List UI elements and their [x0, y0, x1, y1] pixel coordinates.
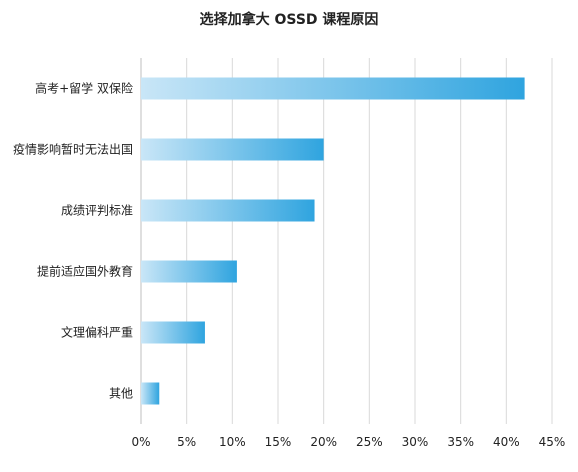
category-label: 成绩评判标准 — [61, 204, 133, 218]
bar — [141, 138, 324, 161]
x-tick-label: 40% — [493, 435, 520, 449]
x-tick-label: 20% — [310, 435, 337, 449]
category-label: 提前适应国外教育 — [37, 264, 133, 279]
grid-lines — [140, 58, 553, 424]
bar — [141, 199, 315, 222]
bars — [141, 77, 525, 405]
x-tick-label: 10% — [219, 435, 246, 449]
category-label: 高考+留学 双保险 — [35, 81, 133, 96]
chart-title: 选择加拿大 OSSD 课程原因 — [200, 11, 379, 28]
x-tick-labels: 0% 5% 10% 15% 20% 25% 30% 35% 40% 45% — [131, 435, 565, 449]
x-tick-label: 35% — [447, 435, 474, 449]
x-tick-label: 25% — [356, 435, 383, 449]
bar — [141, 321, 205, 344]
x-tick-label: 15% — [265, 435, 292, 449]
x-tick-label: 5% — [177, 435, 196, 449]
category-labels: 高考+留学 双保险疫情影响暂时无法出国成绩评判标准提前适应国外教育文理偏科严重其… — [13, 81, 133, 401]
bar — [141, 260, 237, 283]
x-tick-label: 45% — [539, 435, 566, 449]
category-label: 其他 — [109, 387, 133, 401]
category-label: 疫情影响暂时无法出国 — [13, 142, 133, 157]
category-label: 文理偏科严重 — [61, 325, 133, 340]
x-tick-label: 0% — [131, 435, 150, 449]
bar — [141, 77, 525, 100]
x-tick-label: 30% — [402, 435, 429, 449]
bar — [141, 382, 160, 405]
